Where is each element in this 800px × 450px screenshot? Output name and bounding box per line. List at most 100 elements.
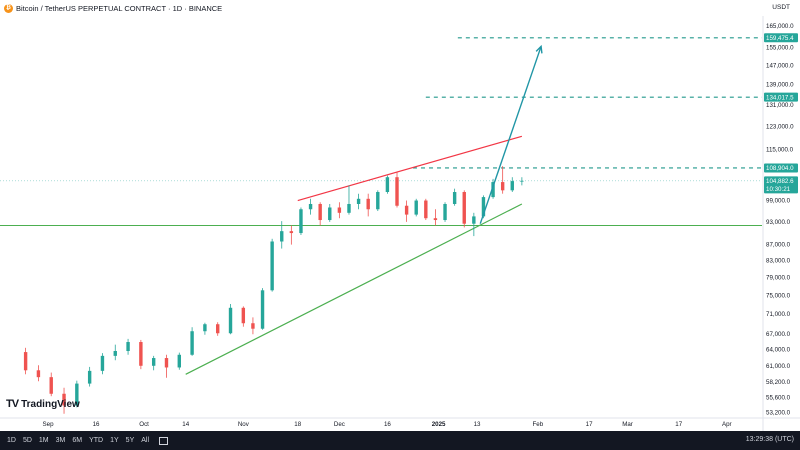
candle-body bbox=[203, 324, 207, 332]
candle-body bbox=[462, 192, 466, 224]
candle-body bbox=[177, 354, 181, 368]
candle-body bbox=[87, 370, 92, 384]
candle-body bbox=[337, 207, 342, 213]
x-tick-label: Sep bbox=[43, 421, 55, 428]
price-chart[interactable]: 165,000.0 155,000.0 147,000.0 139,000.0 131,… bbox=[0, 0, 800, 431]
y-tick-label: 61,000.0 bbox=[766, 363, 791, 370]
y-tick-label: 99,000.0 bbox=[766, 198, 791, 205]
candle-body bbox=[49, 377, 53, 394]
candle-body bbox=[270, 241, 274, 291]
y-tick-label: 75,000.0 bbox=[766, 292, 791, 299]
y-tick-label: 53,200.0 bbox=[766, 409, 791, 416]
target-price-tag-bg bbox=[764, 92, 798, 102]
candle-body bbox=[385, 177, 390, 193]
y-tick-label: 93,000.0 bbox=[766, 219, 791, 226]
resistance-trendline bbox=[297, 135, 523, 202]
target-price-tag-bg bbox=[764, 163, 798, 173]
bottom-toolbar: 1D 5D 1M 3M 6M YTD 1Y 5Y All 13:29:38 (U… bbox=[0, 431, 800, 450]
y-tick-label: 87,000.0 bbox=[766, 242, 791, 249]
target-price-tag: 159,475.4 bbox=[766, 35, 794, 42]
x-tick-label: Dec bbox=[334, 421, 345, 428]
candle-body bbox=[216, 324, 220, 334]
y-tick-label: 155,000.0 bbox=[766, 45, 794, 52]
candle-body bbox=[472, 216, 476, 224]
projection-arrow-line bbox=[479, 46, 542, 224]
support-trendline bbox=[185, 203, 523, 375]
candle-body bbox=[376, 192, 380, 210]
x-tick-label: 17 bbox=[675, 421, 682, 428]
tradingview-logo-text: TradingView bbox=[21, 398, 80, 410]
candle-body bbox=[443, 203, 447, 221]
y-tick-label: 147,000.0 bbox=[766, 63, 794, 70]
target-price-tag: 108,904.0 bbox=[766, 165, 794, 172]
candle-body bbox=[23, 352, 28, 371]
x-tick-label: Nov bbox=[238, 421, 250, 428]
candle-body bbox=[151, 358, 156, 366]
tradingview-logo-mark: TV bbox=[6, 398, 19, 410]
candle-body bbox=[414, 200, 418, 215]
candle-body bbox=[510, 181, 514, 191]
x-tick-label: 16 bbox=[93, 421, 100, 428]
x-tick-label: Mar bbox=[622, 421, 633, 428]
timeframe-button[interactable]: 3M bbox=[55, 437, 66, 444]
y-tick-label: 67,000.0 bbox=[766, 331, 791, 338]
timeframe-button[interactable]: 6M bbox=[72, 437, 83, 444]
y-tick-label: 79,000.0 bbox=[766, 275, 791, 282]
timeframe-button[interactable]: YTD bbox=[89, 437, 104, 444]
candle-body bbox=[356, 198, 361, 204]
candle-body bbox=[299, 209, 303, 234]
candle-body bbox=[260, 290, 265, 329]
candle-body bbox=[433, 218, 438, 221]
candle-body bbox=[328, 207, 332, 221]
candle-body bbox=[251, 323, 255, 329]
timeframe-button[interactable]: 1M bbox=[38, 437, 49, 444]
candle-body bbox=[164, 358, 169, 368]
calendar-icon[interactable] bbox=[159, 436, 169, 445]
candle-body bbox=[100, 355, 105, 371]
x-tick-label: 17 bbox=[586, 421, 593, 428]
timeframe-button[interactable]: All bbox=[141, 437, 150, 444]
candle-body bbox=[139, 342, 143, 366]
candle-body bbox=[500, 182, 505, 191]
x-tick-label: 16 bbox=[384, 421, 391, 428]
candle-body bbox=[318, 203, 322, 221]
candle-body bbox=[404, 205, 409, 215]
candle-body bbox=[36, 370, 41, 378]
target-price-tag: 134,017.5 bbox=[766, 94, 794, 101]
candle-body bbox=[347, 203, 351, 213]
projection-arrow-head bbox=[535, 44, 543, 54]
candle-body bbox=[280, 231, 284, 242]
y-tick-label: 55,600.0 bbox=[766, 394, 791, 401]
candle-body bbox=[62, 393, 66, 406]
y-tick-label: 165,000.0 bbox=[766, 23, 794, 30]
candle-body bbox=[113, 351, 117, 356]
currency-unit[interactable]: USDT bbox=[772, 4, 790, 11]
last-price-tag-bg bbox=[764, 176, 798, 194]
utc-clock[interactable]: 13:29:38 (UTC) bbox=[745, 436, 794, 443]
candle-body bbox=[241, 307, 246, 324]
candle-body bbox=[126, 342, 130, 352]
chart-header: ₿ Bitcoin / TetherUS PERPETUAL CONTRACT … bbox=[0, 0, 760, 16]
candle-body bbox=[308, 203, 313, 210]
y-tick-label: 71,000.0 bbox=[766, 311, 791, 318]
y-tick-label: 115,000.0 bbox=[766, 146, 794, 153]
timeframe-button[interactable]: 5D bbox=[22, 437, 32, 444]
candle-body bbox=[481, 197, 486, 217]
candle-countdown: 10:30:21 bbox=[766, 186, 791, 193]
candle-body bbox=[190, 331, 194, 355]
tradingview-logo[interactable]: TV TradingView bbox=[6, 398, 80, 410]
y-tick-label: 83,000.0 bbox=[766, 258, 791, 265]
x-tick-label: 18 bbox=[294, 421, 301, 428]
x-tick-label: Oct bbox=[139, 421, 149, 428]
y-tick-label: 64,000.0 bbox=[766, 346, 791, 353]
timeframe-button[interactable]: 5Y bbox=[125, 437, 135, 444]
timeframe-button[interactable]: 1D bbox=[7, 437, 16, 444]
y-tick-label: 123,000.0 bbox=[766, 123, 794, 130]
y-tick-label: 131,000.0 bbox=[766, 102, 794, 109]
timeframe-button[interactable]: 1Y bbox=[110, 437, 119, 444]
candle-body bbox=[289, 231, 294, 234]
symbol-title[interactable]: Bitcoin / TetherUS PERPETUAL CONTRACT · … bbox=[16, 3, 223, 13]
candle-body bbox=[228, 307, 233, 334]
x-tick-label: 14 bbox=[182, 421, 189, 428]
y-tick-label: 139,000.0 bbox=[766, 82, 794, 89]
